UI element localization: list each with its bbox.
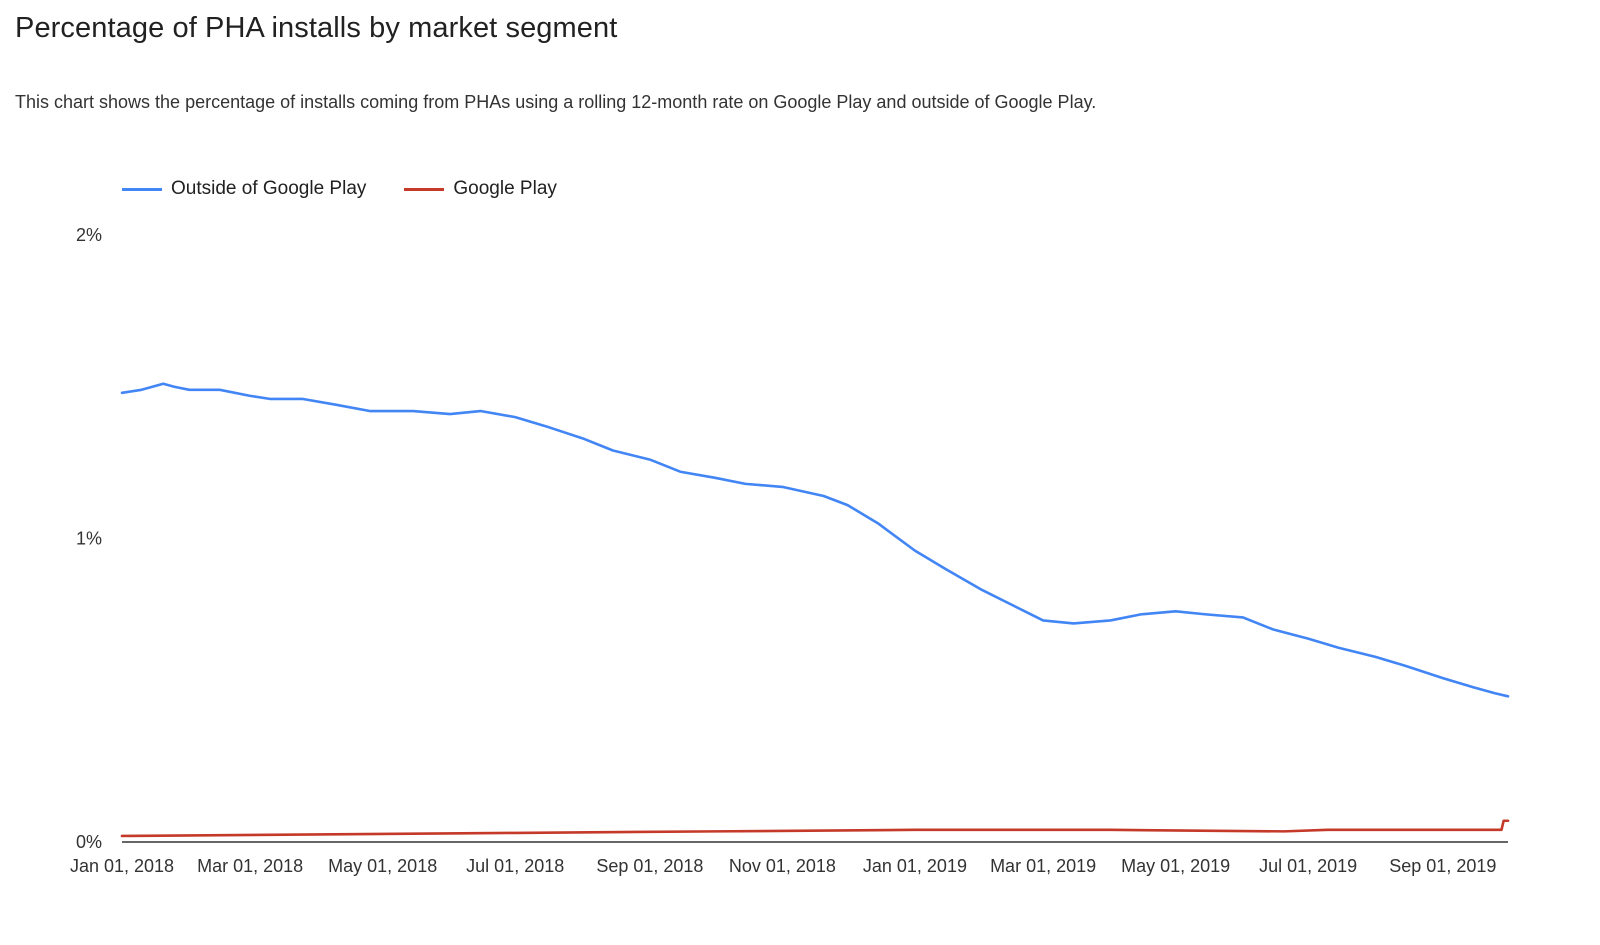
legend-label-google-play: Google Play — [453, 178, 557, 199]
x-tick-label: Jan 01, 2018 — [70, 856, 174, 876]
legend-swatch-outside-google-play — [122, 187, 162, 191]
series-line-outside-google-play[interactable] — [120, 382, 1510, 698]
legend-item-outside-google-play[interactable]: Outside of Google Play — [122, 178, 366, 200]
x-tick-label: Mar 01, 2018 — [197, 856, 303, 876]
x-tick-label: Sep 01, 2018 — [596, 856, 703, 876]
series-layer — [120, 382, 1510, 838]
x-tick-label: Nov 01, 2018 — [729, 856, 836, 876]
chart-legend: Outside of Google Play Google Play — [122, 178, 595, 200]
series-line-google-play[interactable] — [120, 819, 1510, 838]
legend-label-outside-google-play: Outside of Google Play — [171, 178, 367, 199]
x-tick-label: Jan 01, 2019 — [863, 856, 967, 876]
x-axis-ticks: Jan 01, 2018 Mar 01, 2018 May 01, 2018 Jul … — [70, 856, 1496, 876]
x-tick-label: May 01, 2019 — [1121, 856, 1230, 876]
x-tick-label: Jul 01, 2018 — [466, 856, 564, 876]
chart-title: Percentage of PHA installs by market seg… — [15, 12, 618, 44]
x-tick-label: May 01, 2018 — [328, 856, 437, 876]
y-tick-label: 0% — [76, 832, 102, 852]
x-tick-label: Mar 01, 2019 — [990, 856, 1096, 876]
x-tick-label: Jul 01, 2019 — [1259, 856, 1357, 876]
chart-subtitle: This chart shows the percentage of insta… — [15, 92, 1097, 112]
y-tick-label: 1% — [76, 529, 102, 549]
legend-item-google-play[interactable]: Google Play — [404, 178, 557, 200]
y-axis-ticks: 0% 1% 2% — [76, 225, 102, 852]
y-tick-label: 2% — [76, 225, 102, 245]
x-tick-label: Sep 01, 2019 — [1389, 856, 1496, 876]
legend-swatch-google-play — [404, 187, 445, 191]
